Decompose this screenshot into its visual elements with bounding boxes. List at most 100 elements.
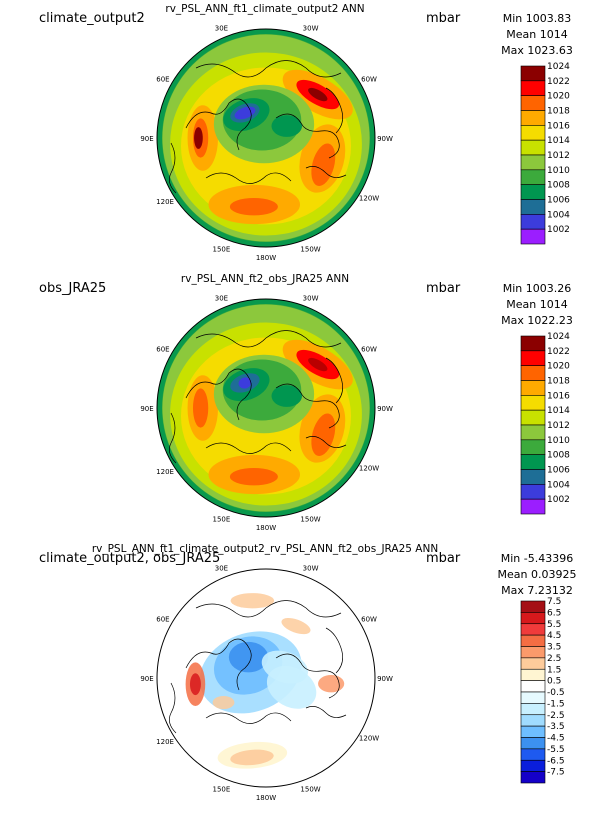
- longitude-label: 150E: [213, 785, 231, 793]
- panel-model: climate_output2 rv_PSL_ANN_ft1_climate_o…: [0, 0, 606, 268]
- coastline: [325, 627, 343, 674]
- longitude-label: 120W: [359, 465, 379, 473]
- panel-diff: climate_output2, obs_JRA25 rv_PSL_ANN_ft…: [0, 540, 606, 808]
- stats-box: Min 1003.83 Mean 1014 Max 1023.63: [482, 11, 592, 59]
- longitude-label: 60E: [156, 76, 169, 84]
- colorbar-tick-label: -4.5: [547, 734, 565, 744]
- map-field: [157, 569, 375, 787]
- colorbar-tick-label: -7.5: [547, 768, 565, 778]
- colorbar-swatch: [520, 759, 546, 772]
- coastline: [195, 60, 342, 78]
- coastline: [185, 638, 252, 691]
- stat-min: Min 1003.26: [502, 282, 572, 295]
- colorbar-tick-label: 1020: [547, 92, 570, 102]
- colorbar-swatch: [520, 498, 546, 515]
- colorbar-tick-label: 1002: [547, 225, 570, 235]
- pressure-low: [271, 385, 303, 407]
- stats-box: Min 1003.26 Mean 1014 Max 1022.23: [482, 281, 592, 329]
- pressure-low: [238, 377, 252, 389]
- coastlines: [169, 330, 347, 464]
- panel-center-title: rv_PSL_ANN_ft1_climate_output2 ANN: [165, 3, 365, 15]
- units-label: mbar: [426, 11, 461, 26]
- longitude-label: 150E: [213, 245, 231, 253]
- colorbar-tick-label: -1.5: [547, 699, 565, 709]
- coastline: [275, 383, 340, 429]
- colorbar-swatch: [520, 139, 546, 156]
- colorbar-tick-label: 1018: [547, 377, 570, 387]
- longitude-label: 120E: [156, 738, 174, 746]
- units-label: mbar: [426, 281, 461, 296]
- colorbar-swatch: [520, 409, 546, 426]
- longitude-label: 150W: [300, 785, 320, 793]
- longitude-label: 30W: [303, 565, 319, 573]
- colorbar-tick-label: 1016: [547, 121, 570, 131]
- colorbar-swatch: [520, 600, 546, 613]
- coastline: [275, 113, 340, 159]
- stat-max: Max 1022.23: [501, 314, 573, 327]
- longitude-label: 180W: [256, 794, 276, 802]
- panel-left-title: obs_JRA25: [39, 281, 107, 296]
- colorbar-tick-label: 1024: [547, 62, 570, 72]
- anomaly-positive: [189, 673, 201, 696]
- colorbar-swatch: [520, 184, 546, 200]
- longitude-label: 30W: [303, 25, 319, 33]
- colorbar-tick-label: 1004: [547, 480, 570, 490]
- longitude-label: 30E: [215, 25, 228, 33]
- units-label: mbar: [426, 551, 461, 566]
- polar-map-model: 30E 30W 60E 60W 90E 90W 120E 120W 150E 150W 180W 10…: [140, 25, 570, 262]
- colorbar-swatch: [520, 228, 546, 245]
- coastline: [205, 442, 292, 454]
- colorbar-swatch: [520, 668, 546, 681]
- anomaly-negative: [266, 665, 317, 709]
- colorbar-tick-label: -3.5: [547, 722, 565, 732]
- colorbar-swatch: [520, 65, 546, 82]
- panel-center-title: rv_PSL_ANN_ft1_climate_output2_rv_PSL_AN…: [91, 543, 439, 555]
- colorbar-tick-label: 1014: [547, 406, 570, 416]
- colorbar-tick-label: 1010: [547, 436, 570, 446]
- coastline: [305, 166, 347, 178]
- colorbar-swatch: [520, 125, 546, 141]
- pressure-high: [308, 357, 328, 372]
- colorbar-swatch: [520, 454, 546, 470]
- colorbar-tick-label: -2.5: [547, 711, 565, 721]
- colorbar-tick-label: 1016: [547, 391, 570, 401]
- map-outline: [156, 28, 376, 248]
- stat-min: Min 1003.83: [502, 12, 572, 25]
- coastline: [169, 412, 177, 464]
- colorbar-swatch: [520, 169, 546, 185]
- coastline: [205, 172, 292, 184]
- colorbar-swatch: [520, 748, 546, 761]
- colorbar-swatch: [520, 623, 546, 636]
- colorbar-tick-label: 0.5: [547, 677, 561, 687]
- stat-mean: Mean 1014: [506, 298, 568, 311]
- colorbar-tick-label: 1006: [547, 466, 570, 476]
- anomaly-positive: [230, 593, 275, 609]
- longitude-label: 60E: [156, 616, 169, 624]
- colorbar-tick-label: 3.5: [547, 643, 561, 653]
- stat-max: Max 7.23132: [501, 584, 573, 597]
- colorbar-tick-label: 2.5: [547, 654, 561, 664]
- longitude-label: 60W: [361, 76, 377, 84]
- longitude-label: 90E: [140, 675, 153, 683]
- colorbar-tick-label: 1018: [547, 107, 570, 117]
- colorbar-tick-label: 6.5: [547, 608, 561, 618]
- longitude-label: 150W: [300, 515, 320, 523]
- colorbar-swatch: [520, 612, 546, 625]
- colorbar-tick-label: 1.5: [547, 665, 561, 675]
- pressure-high: [192, 388, 209, 428]
- longitude-label: 120W: [359, 735, 379, 743]
- colorbar-tick-label: -6.5: [547, 756, 565, 766]
- colorbar: 1024 1022 1020 1018 1016 1014 1012 1010 1008 1006…: [520, 332, 570, 515]
- colorbar-tick-label: 1012: [547, 421, 570, 431]
- colorbar-swatch: [520, 365, 546, 381]
- longitude-label: 180W: [256, 254, 276, 262]
- coastline: [185, 98, 252, 151]
- colorbar-swatch: [520, 154, 546, 171]
- longitude-label: 90E: [140, 405, 153, 413]
- colorbar-tick-label: 5.5: [547, 620, 561, 630]
- colorbar-swatch: [520, 469, 546, 485]
- colorbar-swatch: [520, 110, 546, 126]
- longitude-label: 30W: [303, 295, 319, 303]
- map-field: [157, 299, 375, 517]
- longitude-label: 30E: [215, 565, 228, 573]
